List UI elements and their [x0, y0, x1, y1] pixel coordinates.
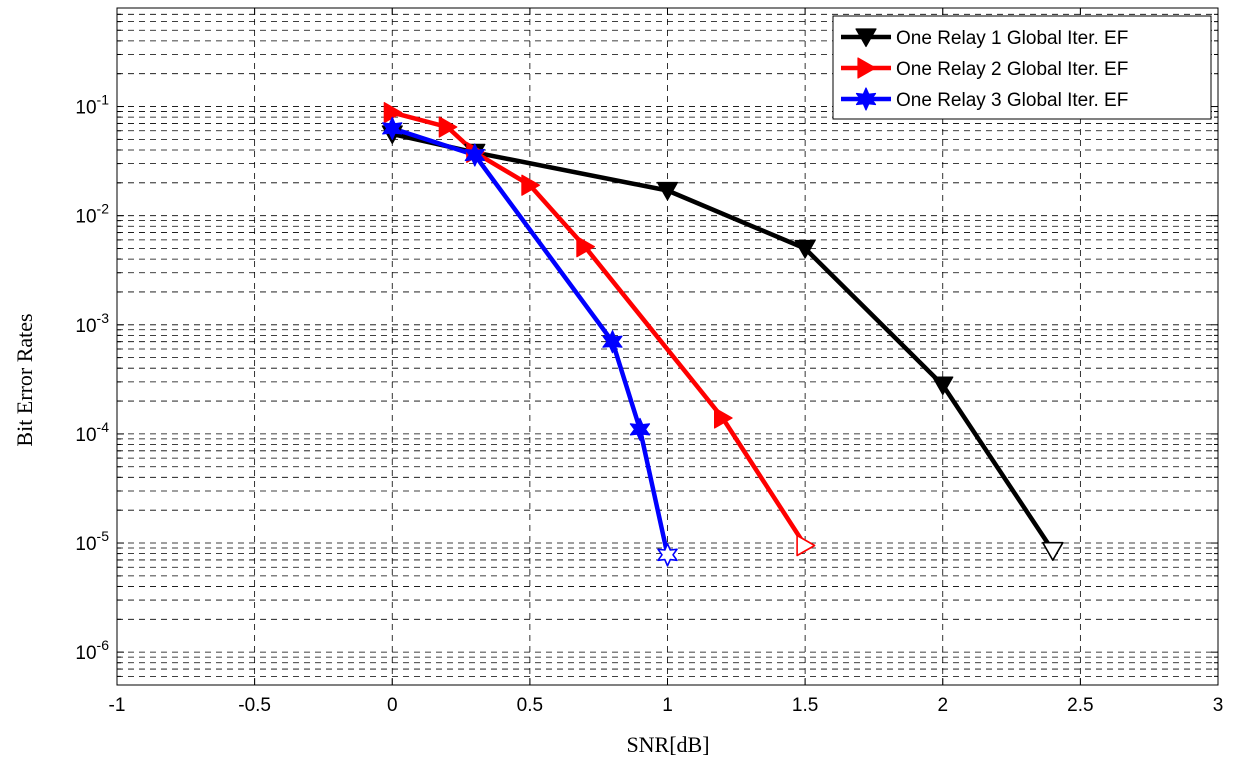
data-point-series-1 [794, 239, 816, 259]
data-point-series-2 [796, 534, 816, 557]
x-tick-label: 0.5 [517, 695, 543, 716]
grid [117, 7, 1218, 686]
legend-label: One Relay 2 Global Iter. EF [896, 59, 1128, 80]
data-point-series-3 [382, 116, 403, 140]
y-tick-label: 10-4 [75, 419, 109, 446]
data-point-series-1 [1042, 541, 1064, 562]
legend: One Relay 1 Global Iter. EF One Relay 2 G… [832, 15, 1212, 120]
x-axis-label: SNR[dB] [626, 732, 709, 757]
data-point-series-2 [576, 236, 596, 258]
legend-swatch-marker [855, 28, 877, 48]
x-tick-label: 1.5 [792, 695, 818, 716]
x-tick-label: 1 [662, 695, 673, 716]
y-tick-label: 10-1 [75, 92, 109, 119]
axis-ticks: -1 -0.5 0 0.5 1 1.5 2 2.5 3 10-1 10-2 10-3 10-4 10-5 1… [75, 7, 1224, 716]
data-point-series-3 [657, 542, 678, 567]
y-tick-label: 10-3 [75, 310, 109, 337]
y-axis-label: Bit Error Rates [12, 313, 37, 446]
data-point-series-3 [602, 330, 623, 354]
legend-label: One Relay 1 Global Iter. EF [896, 28, 1128, 49]
x-tick-label: -1 [109, 695, 126, 716]
data-point-series-1 [932, 376, 954, 396]
x-tick-label: 3 [1213, 695, 1224, 716]
series-markers [381, 101, 1064, 567]
data-point-series-3 [629, 417, 651, 441]
data-point-series-2 [521, 174, 541, 196]
x-tick-label: 2.5 [1067, 695, 1093, 716]
y-tick-label: 10-5 [75, 528, 109, 555]
legend-box [832, 15, 1212, 120]
legend-label: One Relay 3 Global Iter. EF [896, 90, 1128, 111]
data-point-series-2 [713, 407, 733, 429]
x-tick-label: 0 [387, 695, 398, 716]
data-point-series-2 [438, 116, 458, 138]
data-point-series-1 [656, 181, 679, 201]
y-tick-label: 10-6 [75, 637, 109, 664]
legend-swatch-marker [857, 57, 877, 79]
data-point-series-2 [383, 101, 403, 124]
x-tick-label: -0.5 [238, 695, 271, 716]
data-point-series-3 [464, 143, 485, 167]
y-tick-label: 10-2 [75, 201, 109, 228]
legend-swatch-marker [855, 87, 877, 111]
x-tick-label: 2 [937, 695, 948, 716]
